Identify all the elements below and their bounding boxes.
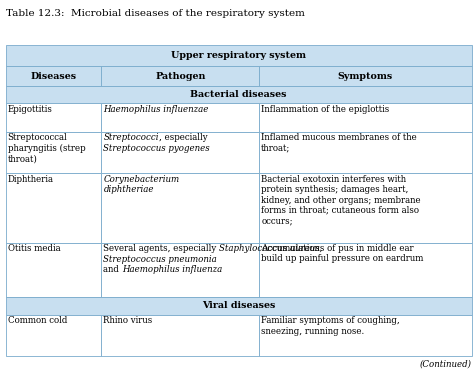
Text: Upper respiratory system: Upper respiratory system [171, 51, 306, 60]
Text: Pathogen: Pathogen [155, 72, 206, 81]
Text: Streptococci: Streptococci [103, 133, 159, 142]
Bar [101, 103, 259, 132]
Text: Bacterial exotoxin interferes with
protein synthesis; damages heart,
kidney, and: Bacterial exotoxin interferes with prote… [261, 175, 421, 225]
Text: Inflamed mucous membranes of the
throat;: Inflamed mucous membranes of the throat; [261, 133, 417, 153]
Text: Inflammation of the epiglottis: Inflammation of the epiglottis [261, 104, 390, 113]
Text: Rhino virus: Rhino virus [103, 316, 153, 325]
Text: diphtheriae: diphtheriae [103, 185, 154, 194]
Text: Familiar symptoms of coughing,
sneezing, running nose.: Familiar symptoms of coughing, sneezing,… [261, 316, 400, 336]
Bar [101, 132, 259, 173]
Text: (Continued): (Continued) [419, 359, 472, 368]
Text: and: and [103, 265, 122, 274]
Text: Accumulations of pus in middle ear
build up painful pressure on eardrum: Accumulations of pus in middle ear build… [261, 244, 424, 264]
Text: Several agents, especially: Several agents, especially [103, 244, 219, 253]
Bar [6, 297, 472, 315]
Bar [6, 103, 101, 132]
Bar [101, 173, 259, 242]
Bar [6, 66, 101, 86]
Text: Haemophilus influenza: Haemophilus influenza [122, 265, 222, 274]
Bar [101, 315, 259, 356]
Bar [101, 66, 259, 86]
Bar [6, 132, 101, 173]
Text: Haemophilus influenzae: Haemophilus influenzae [103, 104, 209, 113]
Bar [6, 242, 101, 297]
Text: Corynebacterium: Corynebacterium [103, 175, 180, 184]
Text: Streptococcus pyogenes: Streptococcus pyogenes [103, 144, 210, 153]
Text: Epigottitis: Epigottitis [8, 104, 53, 113]
Bar [6, 173, 101, 242]
Text: Streptococcus pneumonia: Streptococcus pneumonia [103, 254, 217, 264]
Text: Diseases: Diseases [30, 72, 77, 81]
Text: Common cold: Common cold [8, 316, 67, 325]
Bar [6, 45, 472, 66]
Bar [6, 86, 472, 103]
Bar [101, 242, 259, 297]
Text: Diphtheria: Diphtheria [8, 175, 54, 184]
Text: Symptoms: Symptoms [338, 72, 393, 81]
Bar [259, 66, 472, 86]
Bar [259, 315, 472, 356]
Text: Table 12.3:  Microbial diseases of the respiratory system: Table 12.3: Microbial diseases of the re… [6, 9, 305, 18]
Bar [259, 173, 472, 242]
Text: , especially: , especially [159, 133, 208, 142]
Text: Viral diseases: Viral diseases [202, 302, 275, 310]
Bar [259, 132, 472, 173]
Text: Streptococcal
pharyngitis (strep
throat): Streptococcal pharyngitis (strep throat) [8, 133, 85, 163]
Bar [259, 103, 472, 132]
Text: Otitis media: Otitis media [8, 244, 60, 253]
Bar [259, 242, 472, 297]
Text: Staphylococcus aureus,: Staphylococcus aureus, [219, 244, 323, 253]
Bar [6, 315, 101, 356]
Text: Bacterial diseases: Bacterial diseases [191, 90, 287, 99]
